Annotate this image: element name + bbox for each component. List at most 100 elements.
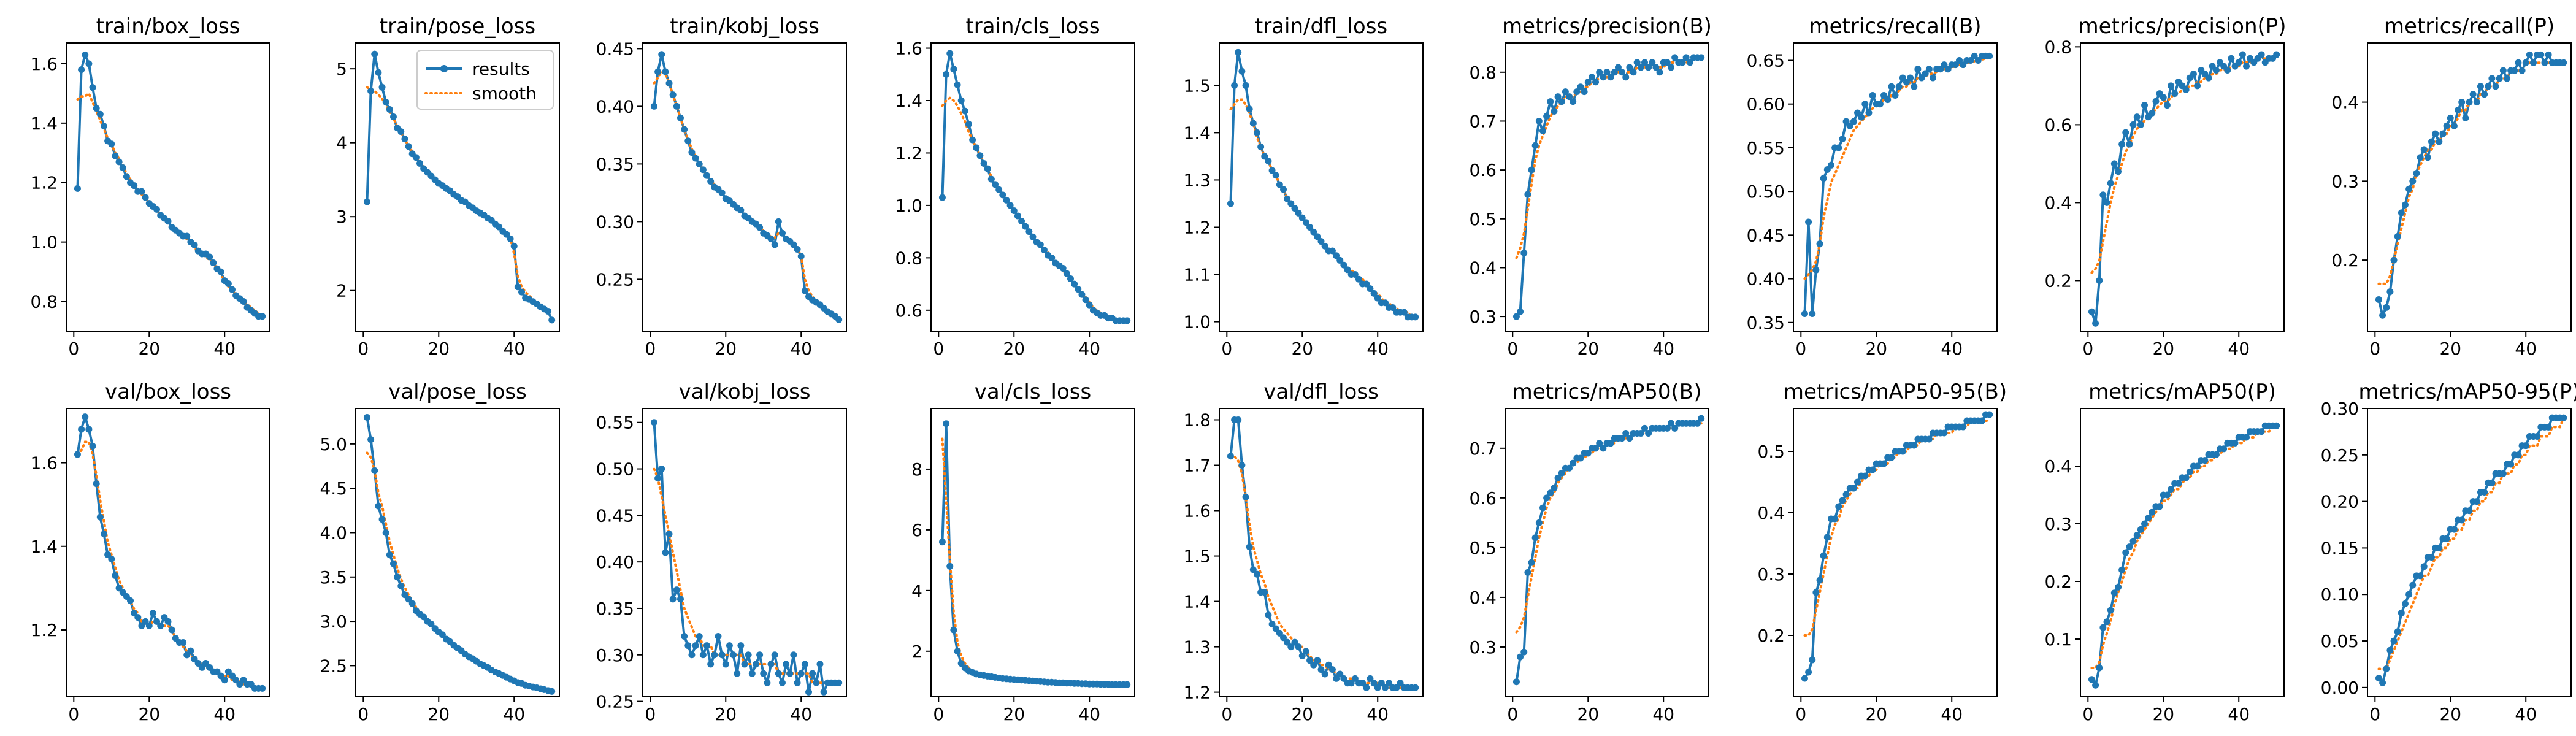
y-tick-label: 1.4	[1183, 592, 1211, 612]
results-point	[2496, 75, 2503, 82]
results-point	[2152, 98, 2160, 105]
x-tick-label: 20	[2439, 339, 2461, 359]
results-point	[778, 229, 786, 237]
results-point	[699, 166, 707, 174]
results-point	[1344, 266, 1351, 274]
results-point	[1512, 678, 1520, 686]
axes-frame	[66, 408, 270, 697]
subplot-metrics-precision-b: metrics/precision(B) 0 20 40 0.3 0.4 0.5 0.6 0.7…	[1469, 14, 1711, 359]
results-point	[976, 152, 984, 159]
y-tick-label: 0.3	[1469, 637, 1497, 657]
y-tick-label: 0.50	[596, 459, 634, 480]
results-point	[2118, 140, 2126, 148]
results-point	[756, 224, 764, 231]
results-point	[943, 420, 950, 427]
y-tick-label: 2.5	[320, 656, 347, 676]
results-point	[1291, 205, 1298, 212]
results-point	[1592, 445, 1600, 452]
results-point	[1227, 200, 1234, 207]
subplot-metrics-map50-95-p: metrics/mAP50-95(P) 0 20 40 0.00 0.05 0.10 0.15…	[2321, 380, 2576, 724]
results-point	[718, 189, 726, 196]
results-point	[1238, 67, 1246, 75]
results-point	[1566, 464, 1573, 472]
y-tick-label: 0.8	[2044, 37, 2072, 57]
results-point	[2488, 75, 2496, 82]
results-point	[752, 661, 759, 668]
results-point	[2466, 99, 2473, 106]
results-point	[2092, 681, 2099, 689]
results-point	[778, 679, 786, 686]
results-point	[1960, 61, 1967, 69]
results-point	[790, 651, 797, 659]
results-point	[2182, 86, 2190, 93]
results-point	[1652, 64, 1660, 71]
results-point	[2541, 59, 2548, 66]
results-point	[2088, 676, 2095, 683]
y-tick-label: 1.2	[1183, 217, 1211, 237]
results-point	[2515, 451, 2522, 459]
results-point	[100, 530, 107, 537]
y-tick-label: 0.7	[1469, 439, 1497, 459]
results-point	[1895, 83, 1903, 90]
results-point	[1272, 625, 1279, 632]
results-point	[673, 102, 680, 110]
results-point	[813, 679, 820, 686]
results-point	[1588, 74, 1595, 81]
results-point	[108, 555, 115, 562]
results-point	[1816, 240, 1823, 248]
results-point	[2530, 59, 2537, 66]
results-point	[1543, 494, 1551, 502]
results-point	[816, 661, 824, 668]
results-point	[730, 651, 737, 659]
results-point	[1850, 118, 1857, 125]
subplot-title: train/kobj_loss	[670, 14, 819, 39]
results-point	[1809, 310, 1816, 318]
results-point	[2258, 51, 2265, 58]
x-tick-label: 40	[503, 704, 525, 724]
y-tick-label: 1.8	[1183, 410, 1211, 431]
x-tick-label: 0	[68, 704, 79, 724]
results-point	[1918, 74, 1925, 82]
results-point	[2194, 82, 2201, 90]
results-point	[1937, 66, 1944, 73]
subplot-title: val/pose_loss	[388, 380, 527, 404]
results-point	[1235, 416, 1242, 424]
y-tick-label: 0.5	[1757, 442, 1785, 462]
results-point	[1562, 88, 1569, 96]
results-point	[2409, 581, 2417, 589]
y-tick-label: 0.6	[1469, 160, 1497, 180]
results-point	[2537, 51, 2545, 58]
results-point	[1048, 254, 1056, 261]
results-point	[1295, 643, 1302, 651]
results-point	[2499, 470, 2507, 477]
results-point	[1600, 74, 1607, 81]
results-point	[2224, 66, 2231, 74]
results-point	[662, 549, 669, 556]
results-point	[711, 651, 718, 659]
results-point	[367, 87, 375, 94]
results-point	[1412, 684, 1419, 691]
results-point	[783, 661, 790, 668]
plot-area	[2088, 422, 2280, 689]
results-point	[2507, 461, 2515, 468]
results-point	[1611, 69, 1618, 76]
results-point	[681, 632, 688, 640]
results-point	[957, 660, 965, 667]
x-tick-label: 20	[427, 704, 450, 724]
x-tick-label: 40	[1367, 704, 1389, 724]
results-point	[1351, 675, 1359, 682]
results-point	[420, 613, 427, 621]
y-tick-label: 0.4	[1469, 588, 1497, 608]
results-point	[548, 688, 556, 695]
results-point	[1619, 435, 1626, 442]
results-point	[2088, 308, 2095, 315]
results-point	[1978, 417, 1985, 424]
y-tick-label: 0.2	[2044, 572, 2072, 592]
results-point	[797, 670, 805, 677]
y-tick-label: 0.7	[1469, 111, 1497, 131]
results-point	[1310, 228, 1317, 236]
y-tick-label: 1.5	[1183, 546, 1211, 567]
results-point	[1539, 127, 1546, 134]
results-point	[397, 582, 405, 589]
